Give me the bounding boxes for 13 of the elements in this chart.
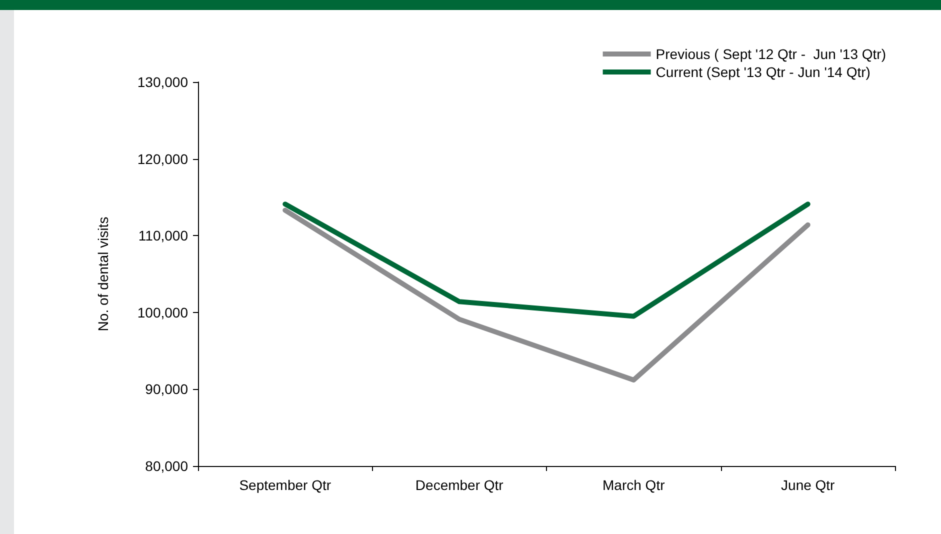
x-tick-label: March Qtr [602,477,666,493]
y-tick-label: 90,000 [145,381,188,398]
y-tick-label: 80,000 [145,458,188,474]
y-axis-title: No. of dental visits [95,216,111,332]
legend-label: Current (Sept '13 Qtr - Jun '14 Qtr) [656,64,870,80]
y-tick-label: 120,000 [137,150,188,167]
x-tick-label: June Qtr [781,477,836,493]
y-tick-label: 130,000 [137,74,188,90]
x-tick-label: December Qtr [415,477,504,493]
x-tick-label: September Qtr [239,477,332,493]
legend-label: Previous ( Sept '12 Qtr - Jun '13 Qtr) [656,46,886,62]
y-tick-label: 100,000 [137,304,188,320]
y-tick-label: 110,000 [138,228,188,244]
